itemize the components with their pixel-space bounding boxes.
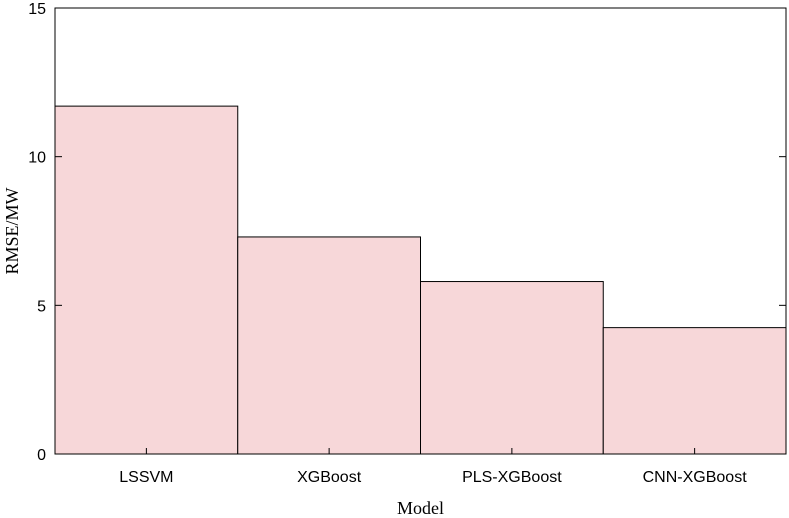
x-axis-title: Model	[397, 498, 444, 518]
y-tick-label: 10	[28, 150, 46, 167]
x-tick-label: LSSVM	[119, 469, 173, 486]
x-tick-label: PLS-XGBoost	[462, 469, 562, 486]
plot-frame	[54, 7, 787, 455]
bar-lssvm	[54, 105, 239, 455]
y-axis-ticks: 0 5 10 15	[28, 1, 786, 464]
x-tick-label: CNN-XGBoost	[643, 469, 748, 486]
bar-pls-xgboost	[420, 281, 604, 455]
bars-group	[54, 105, 787, 455]
x-axis-ticks: LSSVM XGBoost PLS-XGBoost CNN-XGBoost	[119, 448, 747, 486]
y-axis-title: RMSE/MW	[2, 187, 22, 274]
y-tick-label: 0	[37, 447, 46, 464]
x-tick-label: XGBoost	[297, 469, 362, 486]
y-tick-label: 15	[28, 1, 46, 18]
y-tick-label: 5	[37, 298, 46, 315]
bar-cnn-xgboost	[602, 327, 787, 455]
bar-xgboost	[237, 236, 421, 455]
